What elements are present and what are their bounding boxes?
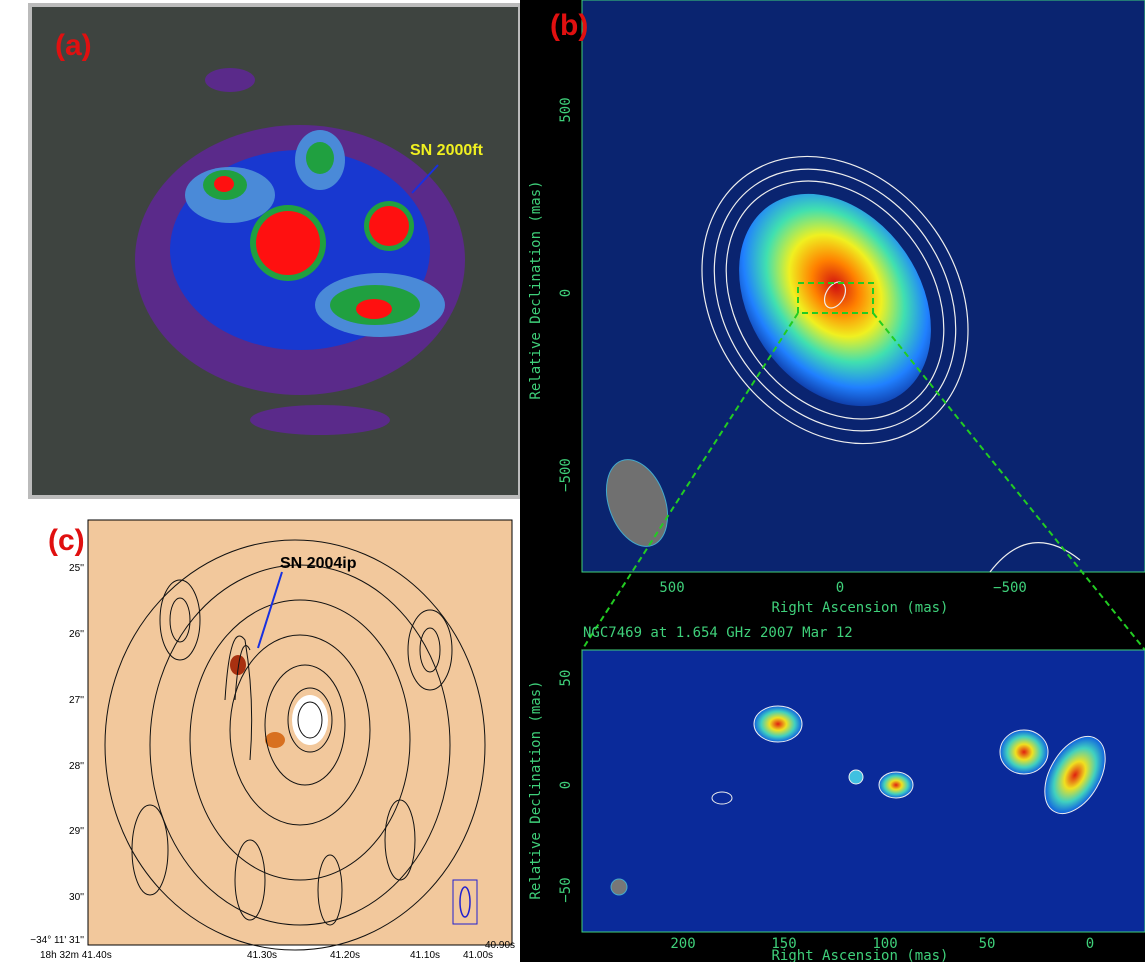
panel-label: (b) xyxy=(550,9,588,42)
x-tick-label: 41.10s xyxy=(410,950,440,961)
source-image xyxy=(739,193,931,407)
y-tick-label: −34° 11' 31'' xyxy=(30,935,84,946)
y-tick-label: 26'' xyxy=(69,629,84,640)
beam xyxy=(459,886,471,918)
annotation: SN 2000ft xyxy=(410,142,484,159)
x-tick-label: 41.00s xyxy=(463,950,493,961)
y-tick-label: 30'' xyxy=(69,892,84,903)
y-tick-label: 0 xyxy=(558,289,574,297)
x-tick-label: 0 xyxy=(1086,936,1094,952)
contours xyxy=(104,539,486,951)
y-tick-label: 29'' xyxy=(69,826,84,837)
source-image xyxy=(610,705,1106,896)
y-axis-label: Relative Declination (mas) xyxy=(528,180,544,399)
panel-c: (c) SN 2004ip 25'' 26'' 27'' 28'' 29'' 3… xyxy=(30,519,515,961)
y-axis-label: Relative Declination (mas) xyxy=(528,680,544,899)
panel-b: (b) 500 0 −500 Relative Declination (mas… xyxy=(520,0,1145,962)
y-tick-label: 25'' xyxy=(69,563,84,574)
y-tick-label: −500 xyxy=(558,458,574,492)
y-tick-label: 500 xyxy=(558,97,574,122)
y-tick-label: 27'' xyxy=(69,695,84,706)
x-axis-label: Right Ascension (mas) xyxy=(771,600,948,616)
x-tick-label: 50 xyxy=(979,936,996,952)
x-tick-label: −500 xyxy=(993,580,1027,596)
galaxy-image xyxy=(135,68,465,435)
x-tick-label: 150 xyxy=(771,936,796,952)
x-tick-label: 40.90s xyxy=(485,940,515,951)
beam xyxy=(606,459,668,547)
annotation: SN 2004ip xyxy=(280,555,357,572)
panel-a: (a) SN 2000ft xyxy=(28,3,522,499)
beam-box xyxy=(452,879,478,925)
y-tick-label: −50 xyxy=(558,877,574,902)
x-tick-label: 200 xyxy=(670,936,695,952)
x-tick-label: 41.20s xyxy=(330,950,360,961)
zoom-box xyxy=(797,282,874,314)
arrow xyxy=(411,164,439,194)
x-tick-label: 0 xyxy=(836,580,844,596)
panel-label: (c) xyxy=(48,524,85,557)
y-tick-label: 0 xyxy=(558,781,574,789)
x-tick-label: 18h 32m 41.40s xyxy=(40,950,112,961)
y-tick-label: 50 xyxy=(558,670,574,687)
x-tick-label: 500 xyxy=(659,580,684,596)
zoom-line xyxy=(872,312,1145,651)
zoom-line xyxy=(581,312,799,651)
x-tick-label: 100 xyxy=(872,936,897,952)
y-tick-label: 28'' xyxy=(69,761,84,772)
plot-title: NGC7469 at 1.654 GHz 2007 Mar 12 xyxy=(583,625,853,641)
x-tick-label: 41.30s xyxy=(247,950,277,961)
panel-label: (a) xyxy=(55,29,92,62)
x-axis-label: Right Ascension (mas) xyxy=(771,948,948,962)
arrow xyxy=(257,571,283,649)
